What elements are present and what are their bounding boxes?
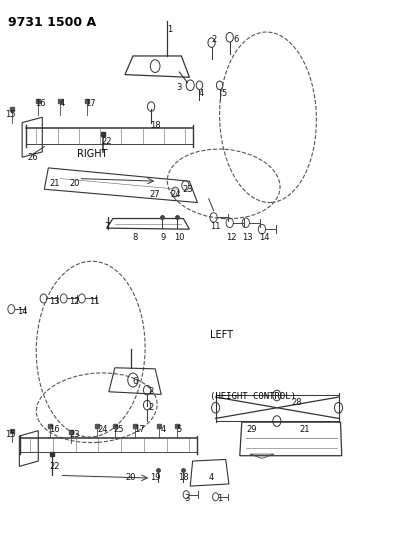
Text: 7: 7 <box>104 222 110 231</box>
Text: 13: 13 <box>49 297 60 305</box>
Text: 8: 8 <box>132 233 138 241</box>
Text: 23: 23 <box>69 430 80 439</box>
Text: 3: 3 <box>185 494 190 503</box>
Text: LEFT: LEFT <box>210 330 233 341</box>
Text: 16: 16 <box>35 100 46 108</box>
Text: 2: 2 <box>148 403 154 412</box>
Text: 4: 4 <box>199 89 204 98</box>
Text: 11: 11 <box>89 297 100 305</box>
Text: 17: 17 <box>85 100 96 108</box>
Text: 5: 5 <box>177 425 182 433</box>
Text: 24: 24 <box>170 190 181 199</box>
Text: 12: 12 <box>69 297 80 305</box>
Text: 17: 17 <box>134 425 144 433</box>
Text: 6: 6 <box>132 377 138 385</box>
Text: 25: 25 <box>114 425 124 433</box>
Text: 6: 6 <box>233 36 239 44</box>
Text: 12: 12 <box>226 233 237 241</box>
Text: 18: 18 <box>178 473 189 481</box>
Text: 1: 1 <box>217 494 222 503</box>
Text: 10: 10 <box>174 233 185 241</box>
Text: 28: 28 <box>291 398 301 407</box>
Text: 2: 2 <box>211 36 216 44</box>
Text: 5: 5 <box>221 89 226 98</box>
Text: 4: 4 <box>60 100 65 108</box>
Text: 26: 26 <box>27 153 37 161</box>
Text: 21: 21 <box>299 425 310 433</box>
Text: 4: 4 <box>209 473 214 481</box>
Text: 27: 27 <box>150 190 160 199</box>
Text: 22: 22 <box>102 137 112 146</box>
Text: 23: 23 <box>182 185 193 193</box>
Text: 9: 9 <box>160 233 166 241</box>
Text: 2: 2 <box>148 387 154 396</box>
Text: 20: 20 <box>126 473 136 481</box>
Text: 4: 4 <box>160 425 166 433</box>
Text: RIGHT: RIGHT <box>77 149 107 159</box>
Text: 20: 20 <box>69 180 80 188</box>
Text: 14: 14 <box>17 308 27 316</box>
Text: 21: 21 <box>49 180 60 188</box>
Text: 1: 1 <box>166 25 172 34</box>
Text: 19: 19 <box>150 473 160 481</box>
Text: 22: 22 <box>49 462 60 471</box>
Text: 11: 11 <box>210 222 221 231</box>
Text: 3: 3 <box>177 84 182 92</box>
Text: 15: 15 <box>5 110 15 119</box>
Text: 24: 24 <box>98 425 108 433</box>
Text: 29: 29 <box>247 425 257 433</box>
Text: 14: 14 <box>259 233 269 241</box>
Text: 18: 18 <box>150 121 160 130</box>
Text: 15: 15 <box>5 430 15 439</box>
Text: 16: 16 <box>49 425 60 433</box>
Text: 13: 13 <box>243 233 253 241</box>
Text: 9731 1500 A: 9731 1500 A <box>8 16 96 29</box>
Text: (HEIGHT CONTROL): (HEIGHT CONTROL) <box>210 392 295 401</box>
